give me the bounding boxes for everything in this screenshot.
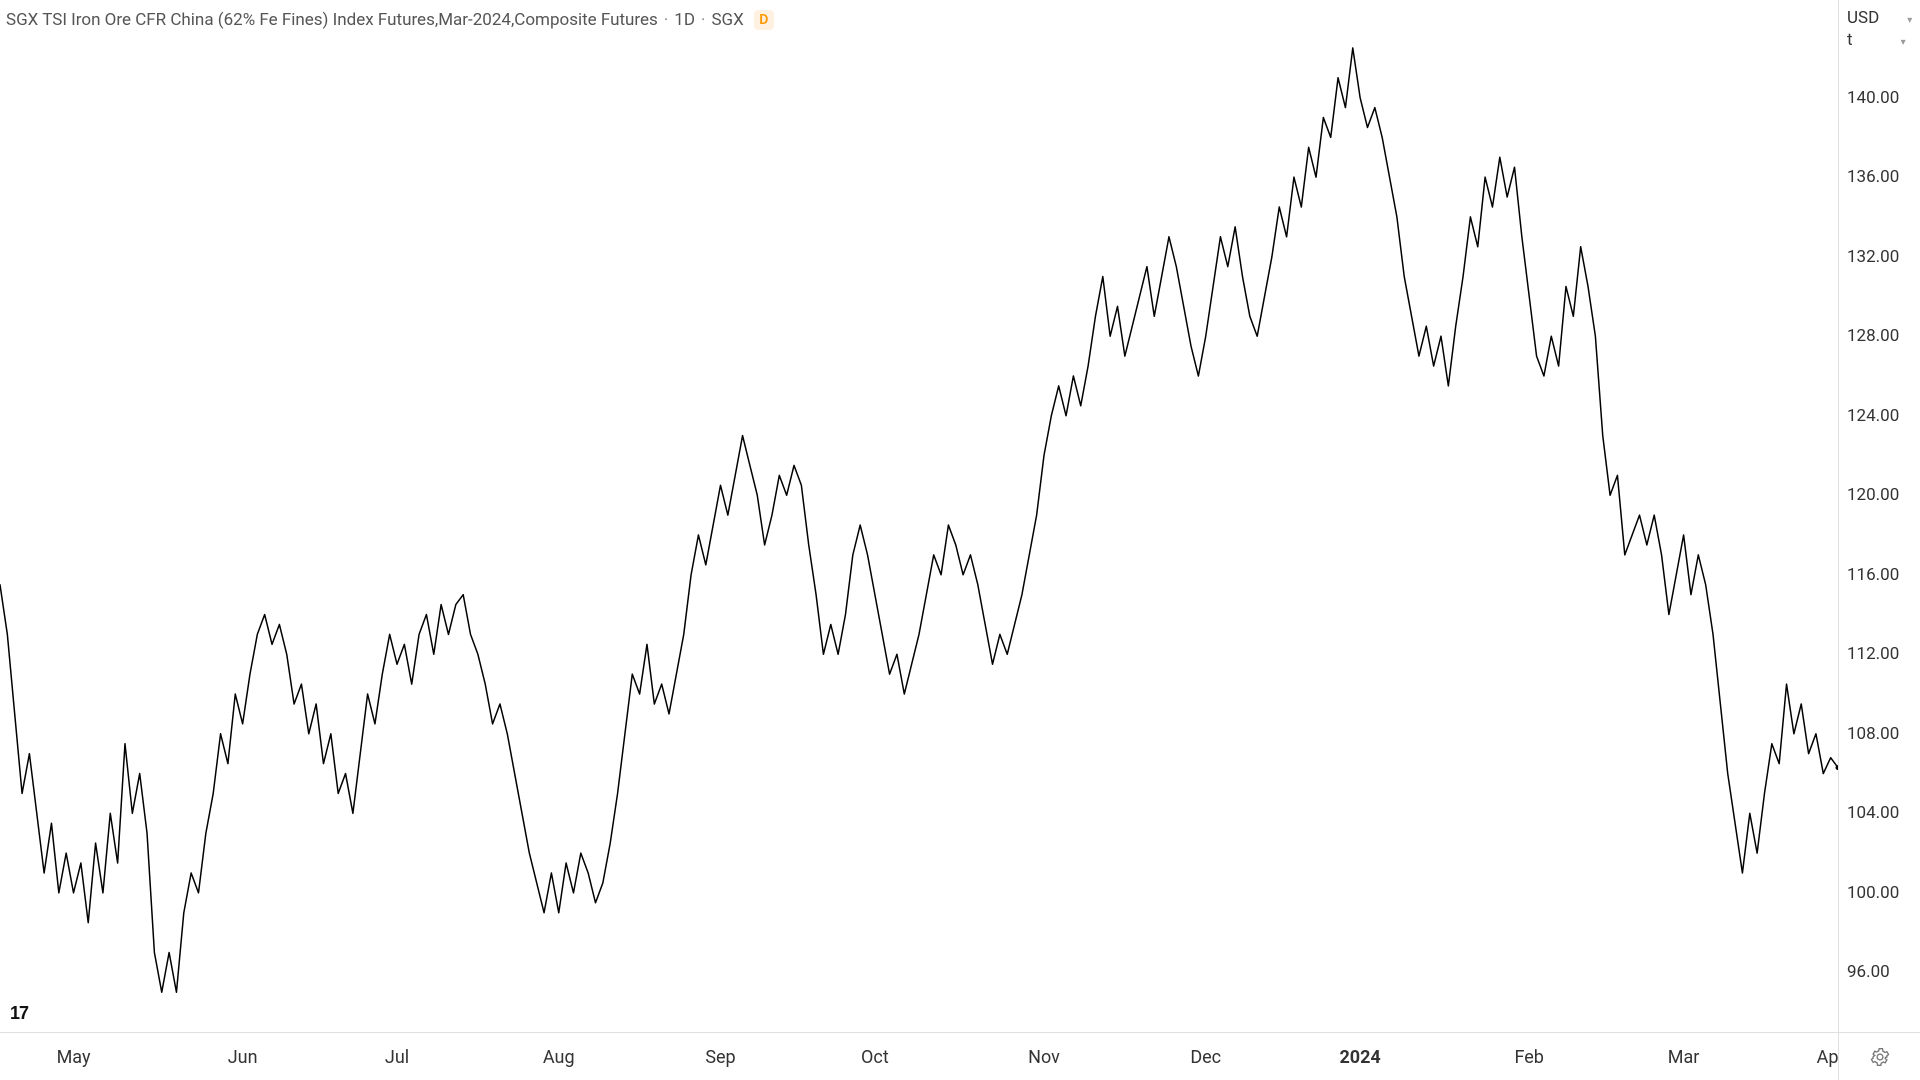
y-axis-tick: 96.00 xyxy=(1847,962,1890,982)
y-axis-tick: 108.00 xyxy=(1847,724,1899,744)
x-axis-tick: Feb xyxy=(1514,1047,1543,1068)
gear-icon xyxy=(1870,1047,1890,1067)
x-axis-tick: Sep xyxy=(705,1047,735,1068)
x-axis-tick: Dec xyxy=(1190,1047,1221,1068)
x-axis-tick: Mar xyxy=(1668,1047,1700,1068)
x-axis-tick: May xyxy=(57,1047,91,1068)
y-axis-tick: 116.00 xyxy=(1847,565,1899,585)
y-axis-tick: 140.00 xyxy=(1847,88,1899,108)
chart-settings-button[interactable] xyxy=(1838,1032,1920,1080)
y-axis-tick: 104.00 xyxy=(1847,803,1899,823)
y-axis-tick: 136.00 xyxy=(1847,167,1899,187)
currency-label: USD xyxy=(1847,8,1879,28)
unit-selector[interactable]: t▾ xyxy=(1847,30,1906,50)
x-axis-tick: Aug xyxy=(543,1047,575,1068)
tradingview-logo[interactable]: 17 xyxy=(10,1003,28,1024)
x-axis-pane[interactable]: MayJunJulAugSepOctNovDec2024FebMarApr xyxy=(0,1032,1838,1080)
x-axis-tick: Nov xyxy=(1028,1047,1060,1068)
x-axis-tick: Jun xyxy=(228,1047,258,1068)
x-axis-tick: Jul xyxy=(385,1047,409,1068)
unit-label: t xyxy=(1847,30,1853,50)
x-axis-tick: 2024 xyxy=(1339,1047,1380,1068)
y-axis-tick: 132.00 xyxy=(1847,247,1899,267)
chart-plot-area[interactable] xyxy=(0,0,1838,1032)
chevron-down-icon: ▾ xyxy=(1901,37,1906,48)
y-axis-tick: 128.00 xyxy=(1847,326,1899,346)
y-axis-tick: 124.00 xyxy=(1847,406,1899,426)
price-line-chart xyxy=(0,0,1838,1032)
x-axis-tick: Oct xyxy=(861,1047,889,1068)
price-line xyxy=(0,48,1838,992)
currency-selector[interactable]: USD ▾ xyxy=(1847,8,1912,28)
y-axis-pane[interactable]: USD▾ t▾ 96.00100.00104.00108.00112.00116… xyxy=(1838,0,1920,1032)
chevron-down-icon: ▾ xyxy=(1907,15,1912,26)
y-axis-tick: 112.00 xyxy=(1847,644,1899,664)
y-axis-tick: 100.00 xyxy=(1847,883,1899,903)
y-axis-tick: 120.00 xyxy=(1847,485,1899,505)
